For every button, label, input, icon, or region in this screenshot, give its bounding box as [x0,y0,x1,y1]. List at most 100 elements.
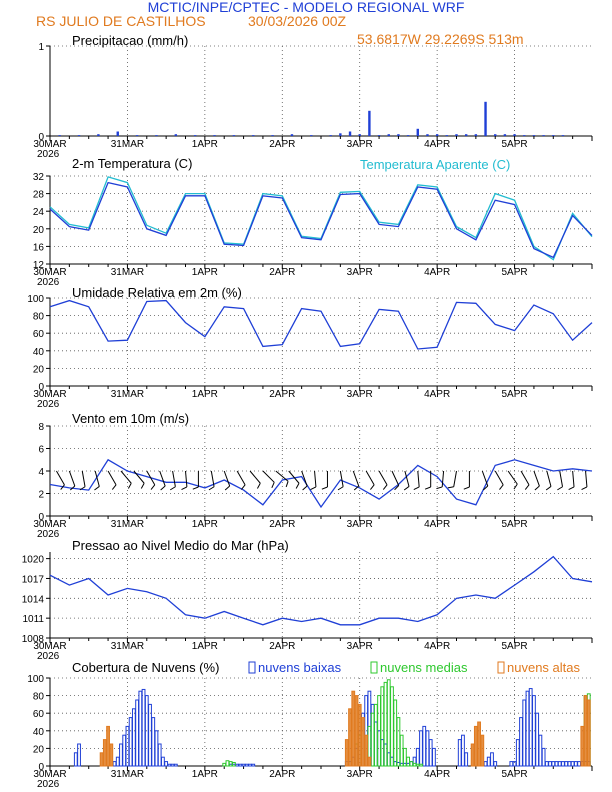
precip-xtick-label: 31MAR [111,139,144,150]
wind-barb-flag [60,484,65,490]
wind-barb-flag [353,485,360,491]
cloud-bar [231,761,236,767]
clouds-xtick-label: 31MAR [111,769,144,780]
temperature-xtick-label: 30MAR [33,267,66,278]
wind-barb [533,470,540,487]
precip-bar [561,135,565,136]
wind-xtick-label: 1APR [192,519,218,530]
pressure-xtick-label: 31MAR [111,641,144,652]
clouds-ytick-label: 0 [38,762,44,773]
wind-barb-flag [240,484,246,490]
cloud-bar [399,734,404,767]
precip-bar [426,134,429,136]
precip-xtick-label: 2APR [269,139,295,150]
cloud-bar [419,763,423,767]
wind-barb-flag [534,485,540,491]
wind-ytick-label: 6 [38,445,44,456]
cloud-bar [415,763,420,767]
cloud-bar [115,756,120,767]
wind-barb [481,470,489,487]
cloud-bar [122,734,127,767]
wind-barb-flag [127,483,132,489]
cloud-bar [380,686,385,767]
wind-barb-flag [436,486,443,490]
precip-bar [416,128,419,136]
precip-bar [116,131,119,136]
precip-bar [513,134,516,136]
precip-bar [97,134,100,136]
wind-barb [546,470,552,487]
precip-bar [494,134,497,136]
wind-xtick-label: 30MAR [33,519,66,530]
cloud-bar [583,695,588,767]
pressure-xtick-label: 1APR [192,641,218,652]
wind-barb [120,470,132,484]
wind-barb-flag [256,483,261,489]
pressure-xtick-label: 5APR [502,641,528,652]
precip-year-label: 2026 [37,149,60,160]
cloud-bar [244,763,249,767]
cloud-bar [538,734,543,767]
cloud-bar [551,761,556,767]
wind-barb [559,470,564,487]
pressure-ytick-label: 1008 [22,634,45,645]
cloud-bar [148,703,152,767]
humidity-title: Umidade Relativa em 2m (%) [72,285,242,300]
wind-barb-flag [394,485,400,491]
temperature-xtick-label: 5APR [502,267,528,278]
cloud-bar [561,761,565,767]
cloud-bar [393,699,398,767]
cloud-bar [564,761,569,767]
pressure-ytick-label: 1014 [22,594,45,605]
precip-title: Precipitacao (mm/h) [72,33,188,48]
wind-barb-flag [524,484,530,490]
wind-xtick-label: 2APR [269,519,295,530]
precip-bar [397,134,400,136]
wind-barb [417,470,420,487]
cloud-bar [161,756,165,767]
humidity-series-line [49,299,593,350]
temperature-ytick-label: 12 [33,260,45,271]
cloud-bar [412,762,417,767]
precip-bar [435,134,439,136]
clouds-xtick-label: 2APR [269,769,295,780]
precip-bar [58,135,61,136]
humidity-ytick-label: 20 [33,364,45,375]
precip-bar [552,135,555,136]
cloud-bar [370,712,375,767]
clouds-year-label: 2026 [37,779,60,790]
precip-bar [542,135,545,136]
wind-barb-flag [69,485,76,491]
wind-barb-flag [337,486,344,491]
wind-barb [146,470,156,486]
wind-barb-flag [482,485,489,491]
clouds-xtick-label: 3APR [347,769,373,780]
cloud-legend-label: nuvens medias [380,660,468,675]
cloud-bar [477,721,481,767]
clouds-panel: 0 20 40 60 80 100 30MAR 31MAR 1APR 2APR 3APR 4APR 5A… [27,660,593,790]
clouds-ytick-label: 40 [33,727,45,738]
wind-barb [301,470,308,487]
temperature-xtick-label: 1APR [192,267,218,278]
cloud-bar [173,763,178,767]
wind-barb [453,470,457,487]
cloud-bar [135,699,140,767]
precip-bar [290,134,294,136]
cloud-bar [241,763,246,767]
cloud-bar [528,688,533,767]
cloud-bar [361,717,365,767]
cloud-bar [406,756,411,767]
humidity-panel: 0 20 40 60 80 100 30MAR 31MAR 1APR 2APR 3APR 4APR 5A… [27,285,593,410]
temperature-ytick-label: 24 [33,207,45,218]
cloud-bar [131,708,136,767]
header-location: RS JULIO DE CASTILHOS [36,13,206,29]
cloud-bar [544,761,549,767]
wind-barb [288,470,300,484]
wind-barb [56,470,65,486]
wind-barb-flag [94,486,100,491]
cloud-bar [222,762,227,767]
cloud-bar [415,747,420,767]
cloud-bar [151,717,156,767]
cloud-bar [235,763,240,767]
wind-barb-flag [140,483,145,489]
